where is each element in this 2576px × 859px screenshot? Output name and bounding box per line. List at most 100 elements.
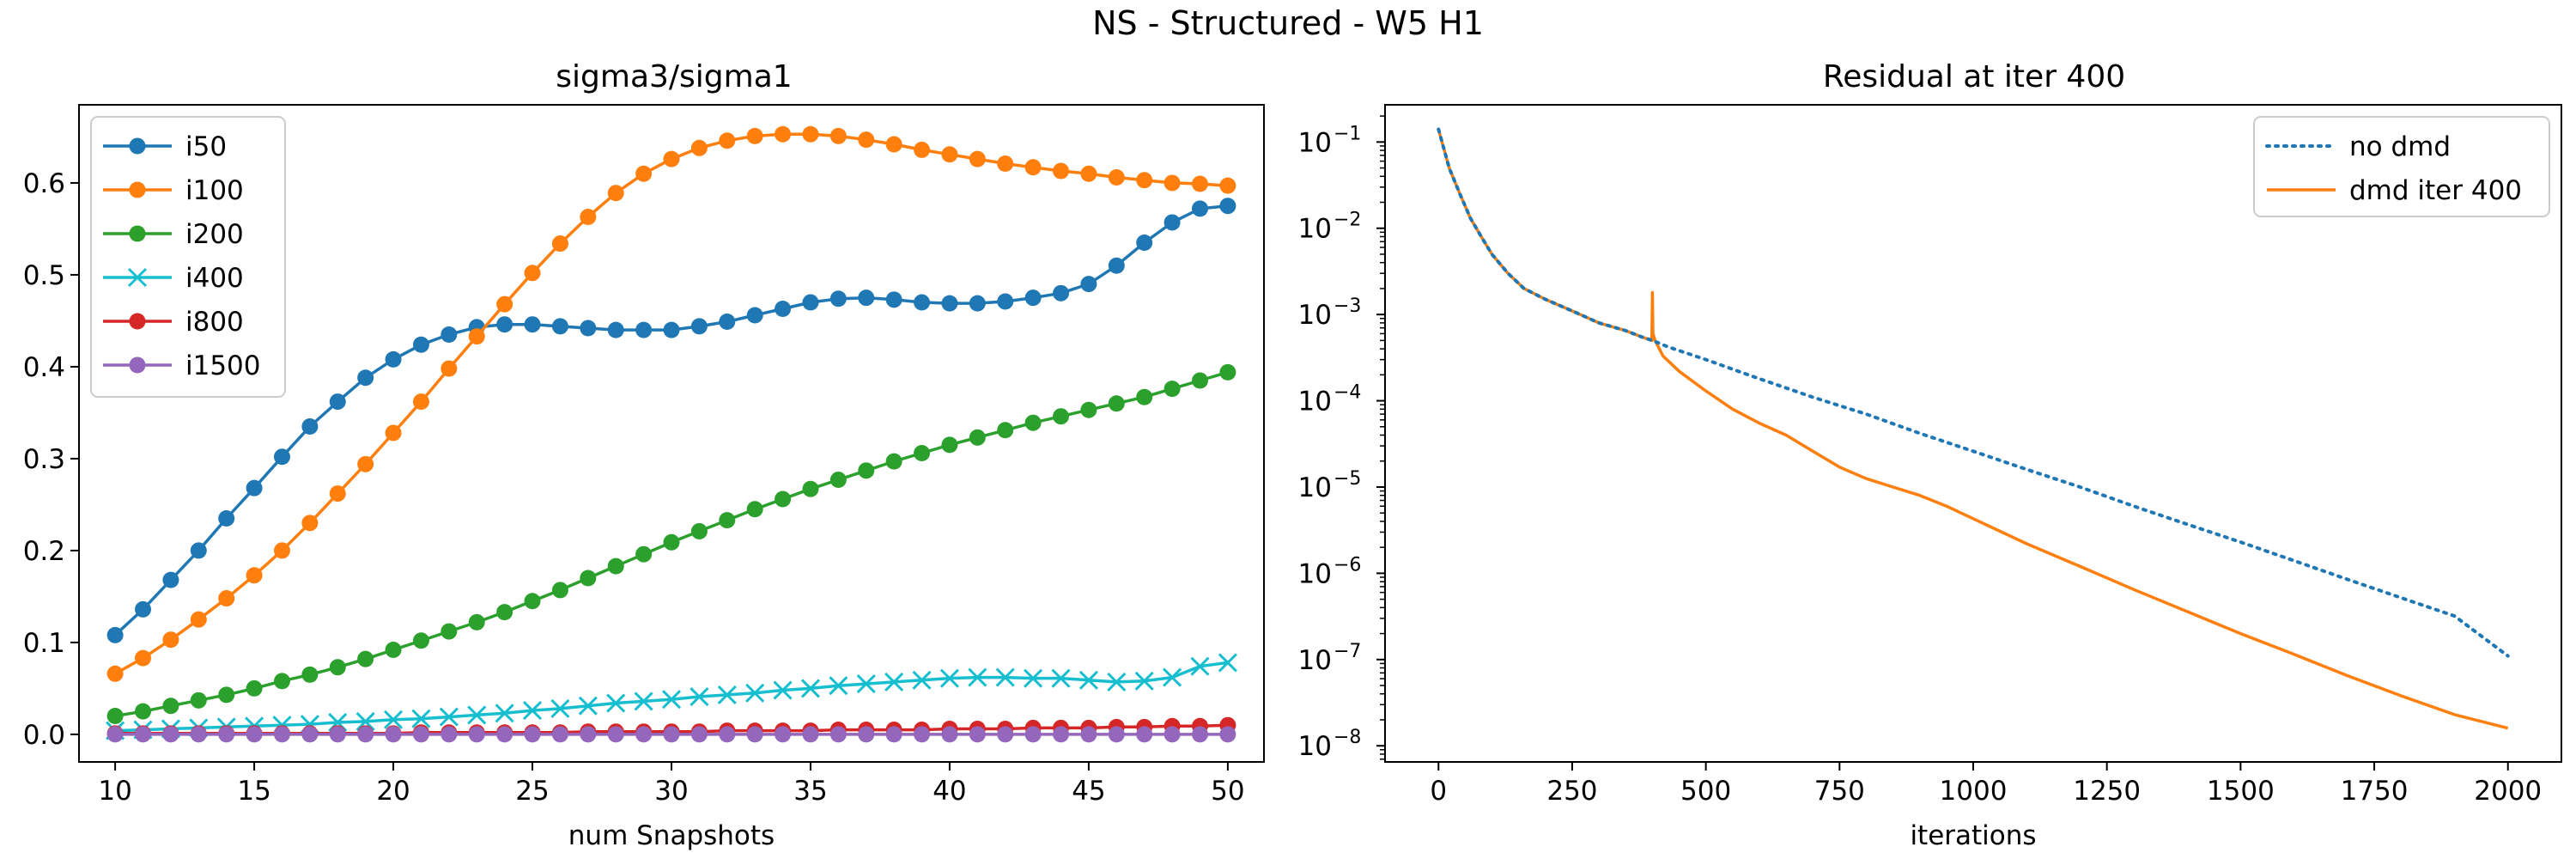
data-point <box>106 626 124 643</box>
data-point <box>829 472 847 489</box>
series-i1500 <box>106 726 1236 743</box>
data-point <box>246 726 263 743</box>
tick-exponent: −5 <box>1334 468 1361 490</box>
data-point <box>802 294 819 311</box>
right-y-tick-label: 10 −2 <box>1298 210 1362 245</box>
legend-marker <box>129 137 146 155</box>
right-legend-box <box>2253 116 2550 217</box>
left-legend: i50 i100 i200 i400 i800 i1500 <box>90 116 286 398</box>
data-point <box>329 659 346 676</box>
right-x-tick-label: 1000 <box>1940 776 2008 807</box>
legend-label: i50 <box>185 131 227 162</box>
right-y-tick-label: 10 −4 <box>1298 382 1362 417</box>
series-i100 <box>106 125 1236 682</box>
left-x-axis-label: num Snapshots <box>568 820 775 851</box>
legend-item-no-dmd: no dmd <box>2265 131 2451 162</box>
right-x-axis-label: iterations <box>1910 820 2036 851</box>
data-point <box>1163 381 1181 398</box>
data-point <box>914 726 931 743</box>
data-point <box>551 235 568 253</box>
left-y-tick-label: 0.0 <box>23 720 65 751</box>
tick-base: 10 <box>1298 645 1332 676</box>
data-point <box>802 726 819 743</box>
data-point <box>218 686 235 704</box>
data-point <box>941 146 958 163</box>
data-point <box>162 631 179 649</box>
data-point <box>1024 159 1042 176</box>
data-point <box>1024 668 1043 688</box>
data-point <box>162 571 179 588</box>
left-x-axis: 10 15 20 25 30 35 40 45 50 <box>98 762 1245 807</box>
data-point <box>1024 726 1042 743</box>
legend-marker <box>127 267 148 288</box>
data-point <box>969 295 986 312</box>
data-point <box>1024 289 1042 307</box>
left-x-tick-label: 25 <box>515 776 549 807</box>
data-point <box>690 726 708 743</box>
data-point <box>775 726 792 743</box>
right-chart-title: Residual at iter 400 <box>1823 59 2125 94</box>
left-y-tick-label: 0.2 <box>23 536 65 567</box>
data-point <box>551 726 568 743</box>
data-point <box>1219 177 1236 194</box>
data-point <box>524 593 541 610</box>
data-point <box>1108 257 1125 274</box>
data-point <box>1080 401 1097 418</box>
data-point <box>1107 672 1127 691</box>
data-point <box>719 132 736 149</box>
legend-item-i100: i100 <box>103 175 244 206</box>
data-point <box>439 707 459 727</box>
data-point <box>1191 372 1208 389</box>
data-point <box>412 393 429 411</box>
data-point <box>1219 726 1236 743</box>
tick-exponent: −2 <box>1334 210 1361 231</box>
right-y-tick-label: 10 −6 <box>1298 554 1362 589</box>
data-point <box>829 726 847 743</box>
data-point <box>385 726 402 743</box>
data-point <box>524 265 541 282</box>
data-point <box>997 422 1014 439</box>
data-point <box>496 295 513 313</box>
data-point <box>663 150 680 168</box>
data-point <box>496 726 513 743</box>
right-legend: no dmd dmd iter 400 <box>2253 116 2550 217</box>
data-point <box>1218 653 1237 673</box>
legend-label: i400 <box>185 263 244 294</box>
series-i50 <box>106 198 1236 643</box>
left-chart-title: sigma3/sigma1 <box>556 59 792 94</box>
data-point <box>301 666 319 683</box>
data-point <box>355 711 375 731</box>
legend-item-i50: i50 <box>103 131 227 162</box>
data-point <box>775 490 792 508</box>
data-point <box>746 501 763 518</box>
legend-marker <box>129 356 146 374</box>
legend-label: i800 <box>185 307 244 338</box>
figure-title: NS - Structured - W5 H1 <box>1092 4 1484 42</box>
data-point <box>746 127 763 144</box>
data-point <box>162 698 179 715</box>
data-point <box>1051 668 1071 688</box>
data-point <box>1191 200 1208 217</box>
data-point <box>914 445 931 462</box>
data-point <box>802 125 819 143</box>
right-x-tick-label: 0 <box>1430 776 1447 807</box>
data-point <box>522 701 543 721</box>
right-x-tick-label: 1250 <box>2073 776 2141 807</box>
data-point <box>939 668 960 688</box>
right-x-axis: 0 250 500 750 1000 1250 1500 1750 2000 <box>1430 762 2542 807</box>
tick-exponent: −8 <box>1334 727 1361 748</box>
data-point <box>829 290 847 308</box>
data-point <box>997 293 1014 310</box>
tick-base: 10 <box>1298 127 1332 158</box>
data-point <box>329 393 346 411</box>
data-point <box>440 326 458 343</box>
tick-exponent: −6 <box>1334 554 1361 576</box>
data-point <box>524 316 541 333</box>
left-x-tick-label: 35 <box>793 776 827 807</box>
data-point <box>1108 726 1125 743</box>
data-point <box>496 316 513 333</box>
data-point <box>578 696 598 716</box>
data-point <box>690 686 709 707</box>
data-point <box>329 485 346 503</box>
